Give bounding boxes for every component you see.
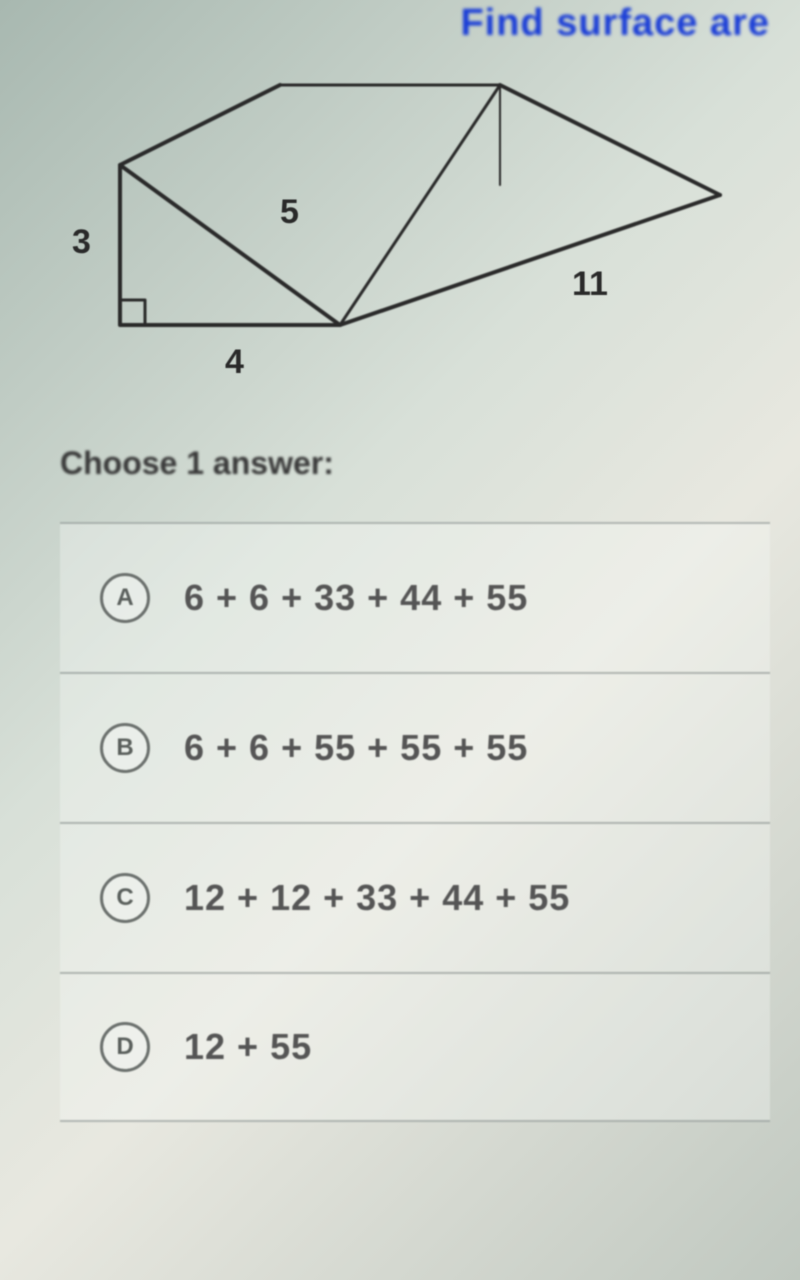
dim-label-length: 11 [572,265,608,304]
answer-radio-a[interactable]: A [100,573,150,623]
answer-text: 12 + 55 [184,1026,312,1068]
answer-text: 6 + 6 + 33 + 44 + 55 [184,577,528,619]
answer-option[interactable]: A 6 + 6 + 33 + 44 + 55 [60,522,770,672]
dim-label-base: 4 [225,343,244,382]
answer-option[interactable]: B 6 + 6 + 55 + 55 + 55 [60,672,770,822]
answer-radio-d[interactable]: D [100,1022,150,1072]
answer-option[interactable]: C 12 + 12 + 33 + 44 + 55 [60,822,770,972]
page-title-fragment: Find surface are [60,0,770,45]
answer-list: A 6 + 6 + 33 + 44 + 55 B 6 + 6 + 55 + 55… [60,522,770,1122]
answer-radio-b[interactable]: B [100,723,150,773]
answer-text: 12 + 12 + 33 + 44 + 55 [184,877,570,919]
answer-option[interactable]: D 12 + 55 [60,972,770,1122]
choose-answer-prompt: Choose 1 answer: [60,445,770,482]
answer-text: 6 + 6 + 55 + 55 + 55 [184,727,528,769]
dim-label-height: 3 [72,223,91,262]
answer-radio-c[interactable]: C [100,873,150,923]
dim-label-hypotenuse: 5 [280,193,299,232]
prism-diagram: 3 5 4 11 [60,65,740,405]
